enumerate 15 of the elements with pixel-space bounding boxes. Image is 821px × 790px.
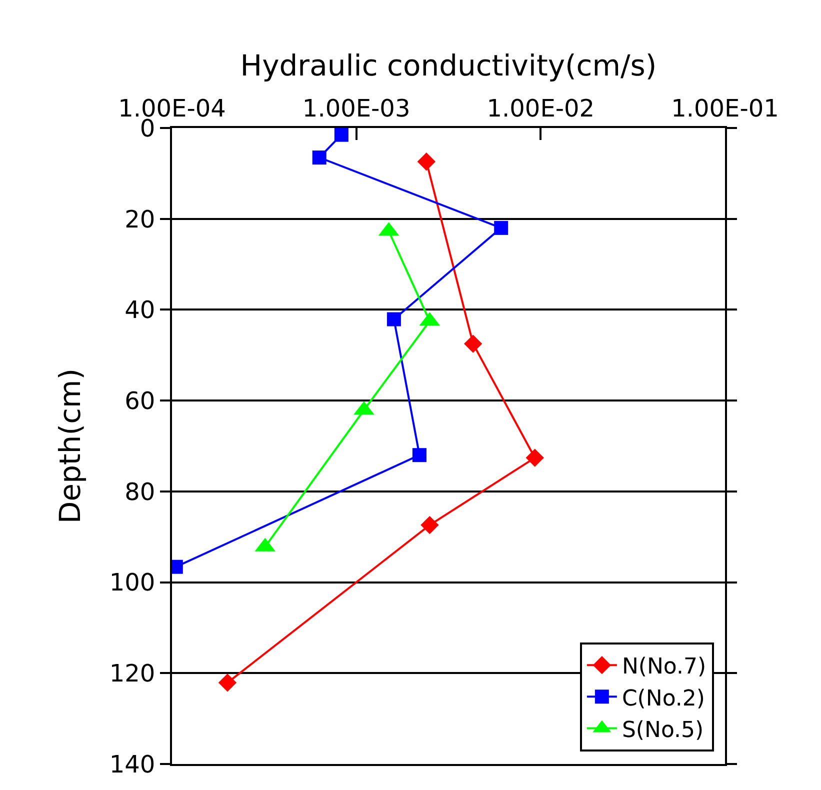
legend-label: S(No.5) xyxy=(622,718,704,743)
x-axis-title: Hydraulic conductivity(cm/s) xyxy=(240,48,657,82)
legend-label: C(No.2) xyxy=(622,686,706,712)
y-axis-title: Depth(cm) xyxy=(53,368,88,524)
y-tick-label: 60 xyxy=(124,386,156,415)
x-tick-label: 1.00E-02 xyxy=(486,94,595,122)
y-tick-label: 40 xyxy=(124,296,156,324)
y-tick-label: 100 xyxy=(109,568,156,597)
y-tick-label: 140 xyxy=(109,750,156,778)
y-tick-label: 120 xyxy=(109,660,156,688)
x-tick-label: 1.00E-03 xyxy=(302,94,410,122)
legend-label: N(No.7) xyxy=(622,654,706,680)
x-tick-label: 1.00E-01 xyxy=(671,94,779,122)
y-tick-label: 20 xyxy=(124,205,156,234)
y-tick-label: 80 xyxy=(124,478,156,506)
